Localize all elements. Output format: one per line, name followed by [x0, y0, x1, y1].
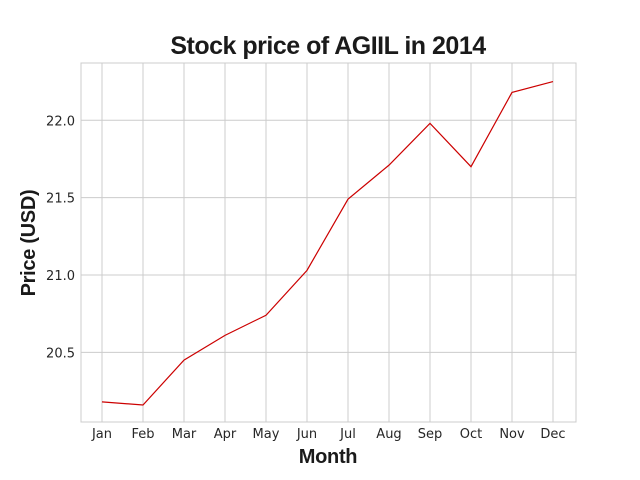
- x-tick-label: Sep: [418, 427, 443, 442]
- x-axis-label: Month: [299, 446, 357, 468]
- x-tick-label: Aug: [376, 427, 401, 442]
- x-axis-ticks: Jan Feb Mar Apr May Jun Jul Aug Sep Oct Nov Dec: [91, 427, 566, 442]
- x-tick-label: Oct: [460, 427, 482, 442]
- x-tick-label: May: [253, 427, 280, 442]
- price-series-line: [101, 80, 554, 406]
- x-tick-label: Dec: [540, 427, 565, 442]
- y-tick-label: 22.0: [46, 114, 75, 129]
- y-axis-ticks: 20.5 21.0 21.5 22.0: [46, 114, 75, 361]
- chart-title: Stock price of AGIIL in 2014: [170, 32, 486, 60]
- grid: [81, 63, 576, 422]
- plot-area-frame: [80, 62, 577, 423]
- x-tick-label: Jul: [339, 427, 356, 442]
- y-tick-label: 21.5: [46, 192, 75, 207]
- y-tick-label: 21.0: [46, 269, 75, 284]
- series-layer: [101, 80, 554, 406]
- x-tick-label: Jun: [296, 427, 317, 442]
- x-tick-label: Jan: [91, 427, 112, 442]
- x-tick-label: Nov: [499, 427, 525, 442]
- x-tick-label: Mar: [172, 427, 197, 442]
- y-tick-label: 20.5: [46, 346, 75, 361]
- y-axis-label: Price (USD): [18, 190, 40, 297]
- x-tick-label: Apr: [214, 427, 237, 442]
- x-tick-label: Feb: [131, 427, 154, 442]
